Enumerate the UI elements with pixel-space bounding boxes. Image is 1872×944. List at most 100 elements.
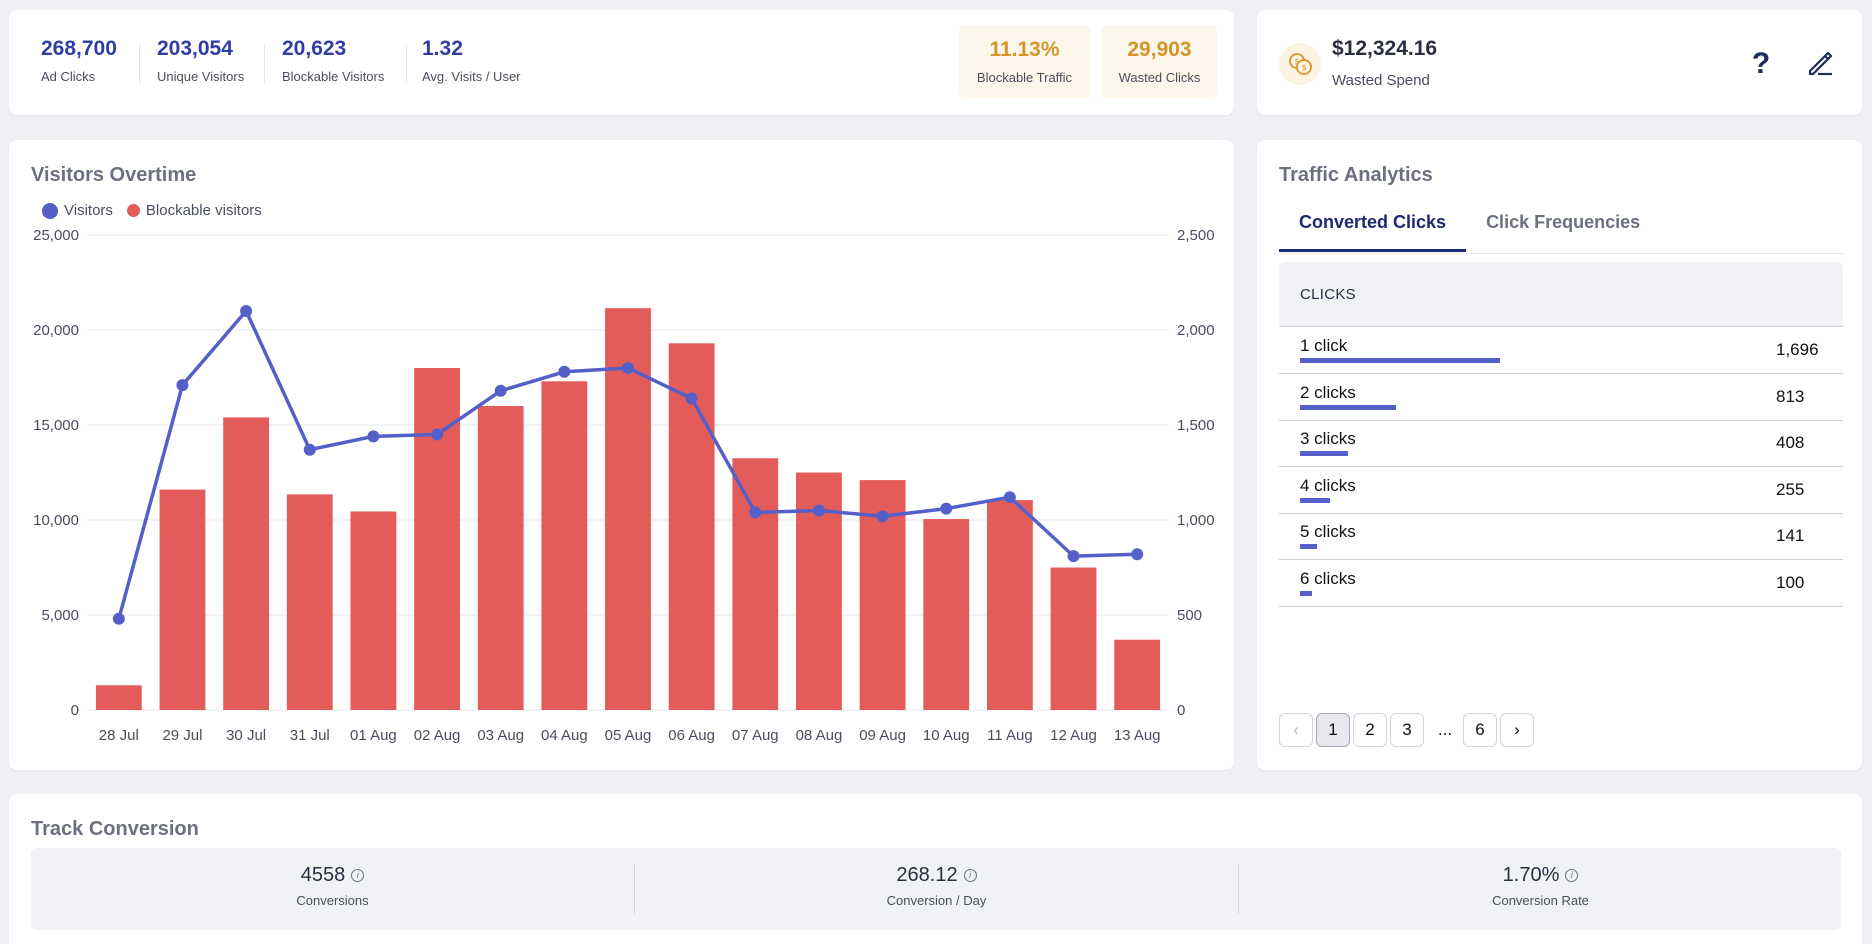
divider [139, 44, 140, 84]
row-bar [1300, 404, 1396, 410]
stat-unique-visitors: 203,054 Unique Visitors [157, 36, 244, 84]
row-label: 5 clicks [1300, 522, 1356, 541]
visitors-point [176, 379, 189, 392]
column-header: CLICKS [1300, 286, 1356, 303]
stat-avg-visits: 1.32 Avg. Visits / User [422, 36, 521, 84]
row-label: 3 clicks [1300, 429, 1356, 448]
x-tick-label: 31 Jul [290, 727, 330, 744]
pagination: ‹ 1 2 3 ... 6 › [1279, 713, 1537, 747]
visitors-chart: 0 0 5,000 500 10,000 1,000 15,000 1,500 20,000 2,… [33, 227, 1215, 744]
x-tick-label: 05 Aug [605, 727, 652, 744]
metric-value: 4558 [300, 864, 346, 886]
legend-blockable-visitors[interactable]: Blockable visitors [126, 202, 262, 219]
x-tick-label: 07 Aug [732, 727, 779, 744]
row-value: 141 [1776, 526, 1805, 545]
table-header: CLICKS [1279, 262, 1843, 327]
y-right-tick-label: 0 [1177, 702, 1185, 719]
bar [223, 417, 270, 710]
y-left-tick-label: 25,000 [33, 227, 79, 244]
x-tick-label: 29 Jul [162, 727, 202, 744]
help-icon[interactable]: ? [1751, 47, 1771, 80]
info-icon[interactable]: i [963, 869, 977, 882]
legend-visitors[interactable]: Visitors [42, 202, 113, 219]
warning-value: 11.13% [989, 38, 1060, 61]
metric-conversions: 4558 i Conversions [31, 848, 634, 930]
page-button[interactable]: 6 [1463, 713, 1497, 747]
bar [1114, 639, 1161, 710]
y-right-tick-label: 2,500 [1177, 227, 1215, 244]
page-button[interactable]: 2 [1353, 713, 1387, 747]
traffic-tabs: Converted Clicks Click Frequencies [1279, 202, 1660, 252]
stat-label: Ad Clicks [41, 69, 96, 84]
divider [406, 44, 407, 84]
bar [159, 489, 206, 710]
y-right-tick-label: 500 [1177, 607, 1202, 624]
row-label: 1 click [1300, 336, 1348, 355]
y-left-tick-label: 0 [71, 702, 79, 719]
x-tick-label: 08 Aug [796, 727, 843, 744]
bar [923, 519, 970, 710]
visitors-point [240, 305, 253, 317]
row-label: 6 clicks [1300, 568, 1356, 588]
next-page-button[interactable]: › [1500, 713, 1534, 747]
y-left-tick-label: 15,000 [33, 417, 79, 434]
row-bar [1300, 497, 1330, 503]
y-right-tick-label: 2,000 [1177, 322, 1215, 339]
visitors-point [494, 384, 507, 397]
page-button[interactable]: 1 [1316, 713, 1350, 747]
stat-value: 20,623 [282, 37, 347, 60]
warning-value: 29,903 [1127, 38, 1192, 61]
visitors-point [112, 612, 125, 625]
legend-label: Blockable visitors [145, 202, 262, 219]
tab-click-frequencies[interactable]: Click Frequencies [1486, 212, 1641, 232]
wasted-spend-value: $12,324.16 [1332, 37, 1438, 60]
info-icon[interactable]: i [351, 869, 365, 882]
row-bar [1300, 358, 1500, 363]
table-row: 3 clicks 408 [1279, 420, 1843, 467]
metric-conversion-rate: 1.70% i Conversion Rate [1239, 848, 1842, 930]
legend-dot [42, 202, 58, 219]
visitors-point [1003, 491, 1016, 504]
stat-value: 268,700 [41, 37, 117, 60]
visitors-point [749, 506, 762, 519]
chart-title: Visitors Overtime [31, 164, 197, 186]
table-row: 6 clicks 100 [1279, 560, 1843, 607]
x-tick-label: 09 Aug [859, 727, 906, 744]
visitors-point [622, 362, 634, 374]
y-left-tick-label: 5,000 [41, 607, 79, 624]
metric-label: Conversion Rate [1492, 893, 1589, 908]
page-ellipsis: ... [1437, 720, 1453, 739]
tab-divider [1279, 253, 1843, 254]
row-label: 4 clicks [1300, 475, 1356, 495]
traffic-title: Traffic Analytics [1279, 164, 1433, 186]
x-tick-label: 04 Aug [541, 727, 588, 744]
bar [95, 685, 142, 710]
row-value: 100 [1776, 572, 1805, 592]
y-left-tick-label: 20,000 [33, 322, 79, 339]
table-row: 5 clicks 141 [1279, 513, 1843, 560]
warning-label: Wasted Clicks [1118, 70, 1201, 85]
x-tick-label: 10 Aug [923, 727, 970, 744]
metric-label: Conversions [296, 893, 369, 908]
page-button[interactable]: 3 [1390, 713, 1424, 747]
bar [414, 368, 460, 710]
metric-conversion-per-day: 268.12 i Conversion / Day [635, 848, 1238, 930]
stats-card: 268,700 Ad Clicks 203,054 Unique Visitor… [9, 10, 1234, 115]
stat-value: 203,054 [157, 37, 233, 60]
chart-legend: Visitors Blockable visitors [42, 202, 276, 219]
coins-icon: $ $ [1279, 43, 1321, 85]
tab-converted-clicks[interactable]: Converted Clicks [1279, 202, 1467, 252]
prev-page-button[interactable]: ‹ [1279, 713, 1313, 747]
info-icon[interactable]: i [1565, 869, 1579, 882]
divider [1238, 864, 1239, 914]
x-tick-label: 30 Jul [226, 727, 266, 744]
track-conversion-card: Track Conversion 4558 i Conversions 268.1… [9, 794, 1862, 944]
edit-icon[interactable] [1804, 47, 1836, 79]
conversion-metrics: 4558 i Conversions 268.12 i Conversion / D… [31, 848, 1841, 930]
metric-value: 268.12 [896, 864, 958, 886]
y-right-tick-label: 1,500 [1177, 417, 1215, 434]
row-value: 813 [1776, 386, 1805, 406]
stat-label: Unique Visitors [157, 69, 245, 84]
visitors-point [940, 502, 953, 515]
visitors-point [1131, 548, 1144, 561]
